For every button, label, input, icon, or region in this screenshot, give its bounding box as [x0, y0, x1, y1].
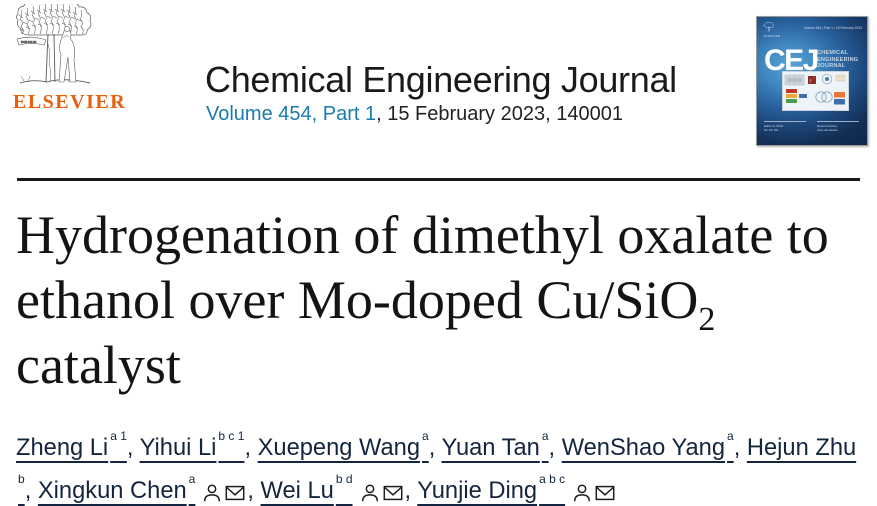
- svg-text:NON SOLUS: NON SOLUS: [21, 41, 37, 44]
